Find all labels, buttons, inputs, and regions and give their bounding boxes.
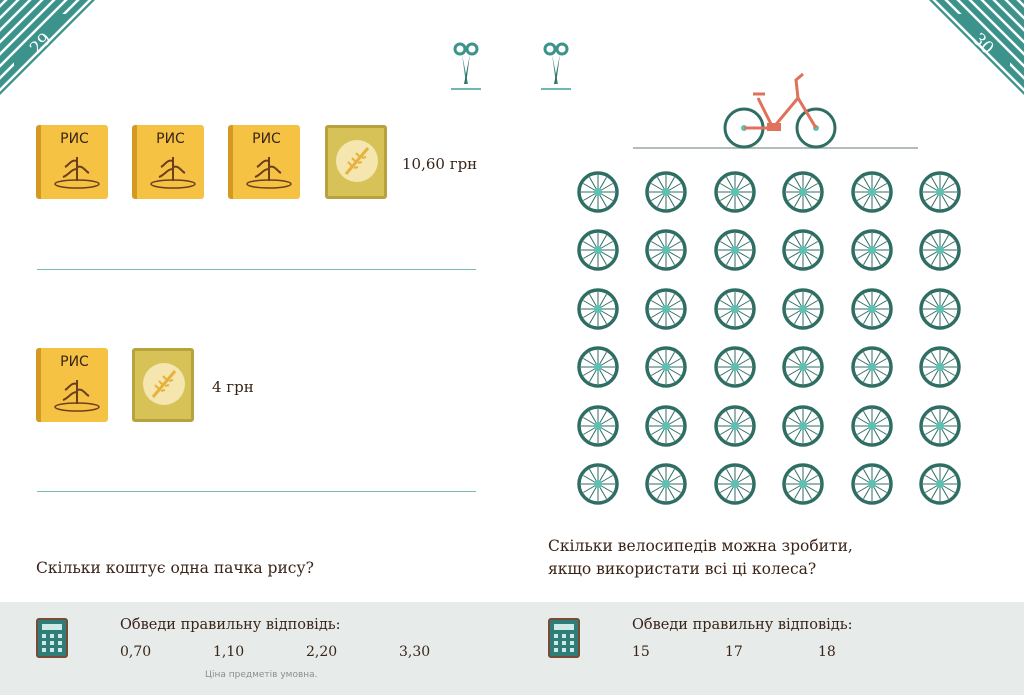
wheel-icon — [644, 462, 688, 506]
rice-label: РИС — [60, 354, 89, 370]
rice-box-icon: РИС — [36, 348, 108, 422]
scissors-icon — [451, 42, 481, 90]
wheel-icon — [850, 170, 894, 214]
calculator-icon — [548, 618, 580, 658]
wheel-icon — [644, 287, 688, 331]
wheel-icon — [918, 228, 962, 272]
wheel-icon — [713, 170, 757, 214]
rice-box-icon: РИС — [228, 125, 300, 199]
wheel-icon — [918, 170, 962, 214]
price-row2: 4 грн — [212, 378, 254, 396]
right-instruction: Обведи правильну відповідь: — [632, 617, 853, 633]
wheel-icon — [644, 345, 688, 389]
wheel-icon — [644, 228, 688, 272]
can-icon — [325, 125, 397, 199]
rice-label: РИС — [60, 131, 89, 147]
right-question: Скільки велосипедів можна зробити, якщо … — [548, 535, 853, 581]
wheel-icon — [644, 404, 688, 448]
price-note: Ціна предметів умовна. — [205, 670, 318, 680]
wheel-icon — [713, 404, 757, 448]
answer-option[interactable]: 3,30 — [399, 644, 431, 660]
wheel-icon — [576, 287, 620, 331]
answer-option[interactable]: 1,10 — [213, 644, 245, 660]
answer-line — [37, 491, 476, 492]
rice-box-icon: РИС — [36, 125, 108, 199]
answer-option[interactable]: 17 — [725, 644, 743, 660]
can-icon — [132, 348, 204, 422]
rice-box-icon: РИС — [132, 125, 204, 199]
left-question: Скільки коштує одна пачка рису? — [36, 559, 314, 577]
wheel-icon — [850, 404, 894, 448]
right-question-line2: якщо використати всі ці колеса? — [548, 560, 817, 578]
rice-label: РИС — [156, 131, 185, 147]
calculator-icon — [36, 618, 68, 658]
wheel-icon — [781, 170, 825, 214]
wheel-icon — [918, 345, 962, 389]
wheel-icon — [850, 228, 894, 272]
wheel-icon — [781, 462, 825, 506]
wheel-icon — [850, 345, 894, 389]
wheel-icon — [576, 404, 620, 448]
wheel-icon — [713, 462, 757, 506]
wheel-icon — [713, 345, 757, 389]
wheel-icon — [918, 462, 962, 506]
answer-option[interactable]: 0,70 — [120, 644, 152, 660]
corner-stripes-left: 29 — [0, 0, 95, 95]
wheel-icon — [918, 287, 962, 331]
wheel-icon — [576, 462, 620, 506]
wheel-icon — [781, 345, 825, 389]
wheel-icon — [713, 228, 757, 272]
wheel-icon — [576, 170, 620, 214]
scissors-icon — [541, 42, 571, 90]
left-instruction: Обведи правильну відповідь: — [120, 617, 341, 633]
right-question-line1: Скільки велосипедів можна зробити, — [548, 537, 853, 555]
wheel-icon — [713, 287, 757, 331]
wheel-icon — [918, 404, 962, 448]
answer-option[interactable]: 18 — [818, 644, 836, 660]
wheel-icon — [576, 345, 620, 389]
wheel-icon — [781, 404, 825, 448]
wheel-icon — [781, 228, 825, 272]
answer-option[interactable]: 15 — [632, 644, 650, 660]
footer-band — [0, 602, 1024, 695]
answer-line — [37, 269, 476, 270]
wheel-icon — [850, 462, 894, 506]
rice-label: РИС — [252, 131, 281, 147]
wheel-icon — [850, 287, 894, 331]
wheel-icon — [781, 287, 825, 331]
answer-option[interactable]: 2,20 — [306, 644, 338, 660]
corner-stripes-right: 30 — [929, 0, 1024, 95]
wheel-icon — [644, 170, 688, 214]
price-row1: 10,60 грн — [402, 155, 478, 173]
bicycle-icon — [633, 68, 918, 152]
wheel-icon — [576, 228, 620, 272]
